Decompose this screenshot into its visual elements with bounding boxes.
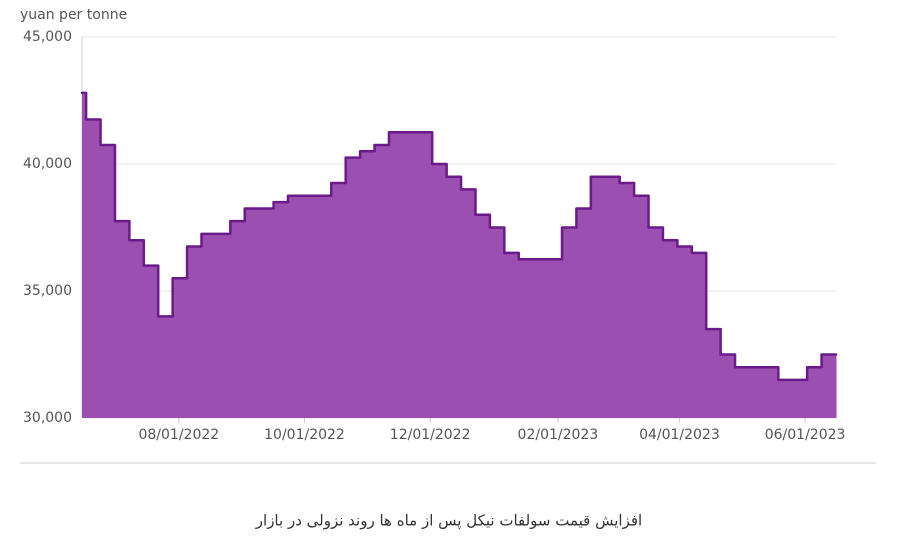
area-step bbox=[648, 227, 664, 418]
area-step bbox=[172, 278, 188, 418]
area-step bbox=[720, 354, 736, 418]
area-step bbox=[360, 151, 376, 419]
y-tick-label: 40,000 bbox=[23, 156, 72, 172]
area-step bbox=[691, 252, 707, 418]
area-step bbox=[619, 183, 635, 418]
area-step bbox=[778, 379, 808, 418]
area-step bbox=[273, 202, 289, 418]
area-step bbox=[345, 157, 361, 418]
area-step bbox=[576, 208, 592, 418]
area-step bbox=[590, 176, 621, 418]
area-step bbox=[244, 208, 275, 418]
area-step bbox=[82, 92, 87, 418]
y-tick-label: 35,000 bbox=[23, 283, 72, 299]
area-step bbox=[374, 144, 390, 418]
area-step bbox=[100, 144, 116, 418]
area-step bbox=[518, 259, 563, 418]
area-step bbox=[187, 246, 203, 418]
area-step bbox=[158, 316, 174, 418]
area-step bbox=[735, 367, 779, 418]
area-step bbox=[288, 195, 332, 418]
x-tick-label: 06/01/2023 bbox=[765, 427, 846, 443]
area-step bbox=[86, 119, 102, 419]
area-step bbox=[388, 132, 433, 418]
area-step bbox=[475, 214, 491, 418]
x-tick-label: 02/01/2023 bbox=[518, 427, 599, 443]
y-tick-label: 30,000 bbox=[23, 410, 72, 426]
area-step bbox=[706, 329, 722, 418]
area-step bbox=[230, 221, 246, 418]
area-step bbox=[446, 176, 462, 418]
area-step bbox=[114, 221, 130, 418]
x-tick-label: 12/01/2022 bbox=[390, 427, 471, 443]
area-step bbox=[489, 227, 505, 418]
area-step bbox=[807, 367, 823, 418]
area-step bbox=[821, 354, 837, 418]
area-step bbox=[504, 252, 520, 418]
x-tick-label: 04/01/2023 bbox=[639, 427, 720, 443]
area-step bbox=[201, 233, 231, 418]
area-step bbox=[331, 183, 347, 418]
x-tick-label: 08/01/2022 bbox=[138, 427, 219, 443]
area-step bbox=[143, 265, 159, 418]
area-step bbox=[432, 164, 448, 418]
area-step bbox=[677, 246, 693, 418]
y-tick-label: 45,000 bbox=[23, 29, 72, 45]
area-step bbox=[662, 240, 678, 418]
y-axis-label: yuan per tonne bbox=[20, 7, 127, 23]
x-tick-label: 10/01/2022 bbox=[264, 427, 345, 443]
caption: افزایش قیمت سولفات نیکل پس از ماه ها رون… bbox=[255, 512, 642, 531]
area-step bbox=[562, 227, 578, 418]
area-step bbox=[129, 240, 145, 418]
area-step bbox=[634, 195, 650, 418]
area-step bbox=[461, 189, 477, 418]
